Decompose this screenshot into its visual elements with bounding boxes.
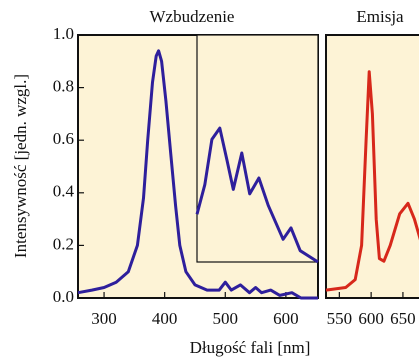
x-tick-label: 600 <box>358 309 384 328</box>
x-tick-label: 500 <box>213 309 239 328</box>
x-tick-label: 600 <box>273 309 299 328</box>
panel-title: Wzbudzenie <box>150 7 235 26</box>
x-tick-label: 300 <box>91 309 117 328</box>
x-tick-label: 650 <box>390 309 416 328</box>
y-tick-label: 0.8 <box>53 77 74 96</box>
x-tick-label: 400 <box>152 309 178 328</box>
data-line <box>325 70 419 292</box>
data-line <box>77 49 318 300</box>
y-tick-label: 1.0 <box>53 24 74 43</box>
x-axis-label: Długość fali [nm] <box>190 338 311 357</box>
y-tick-label: 0.0 <box>53 287 74 306</box>
y-tick-label: 0.4 <box>53 182 75 201</box>
y-axis-label: Intensywność [jedn. wzgl.] <box>11 74 30 258</box>
y-tick-label: 0.2 <box>53 234 74 253</box>
x-tick-label: 550 <box>327 309 353 328</box>
data-line <box>195 126 319 264</box>
y-tick-label: 0.6 <box>53 129 74 148</box>
plot-frame <box>325 34 419 299</box>
panel-title: Emisja <box>356 7 404 26</box>
inset-frame <box>196 34 319 263</box>
